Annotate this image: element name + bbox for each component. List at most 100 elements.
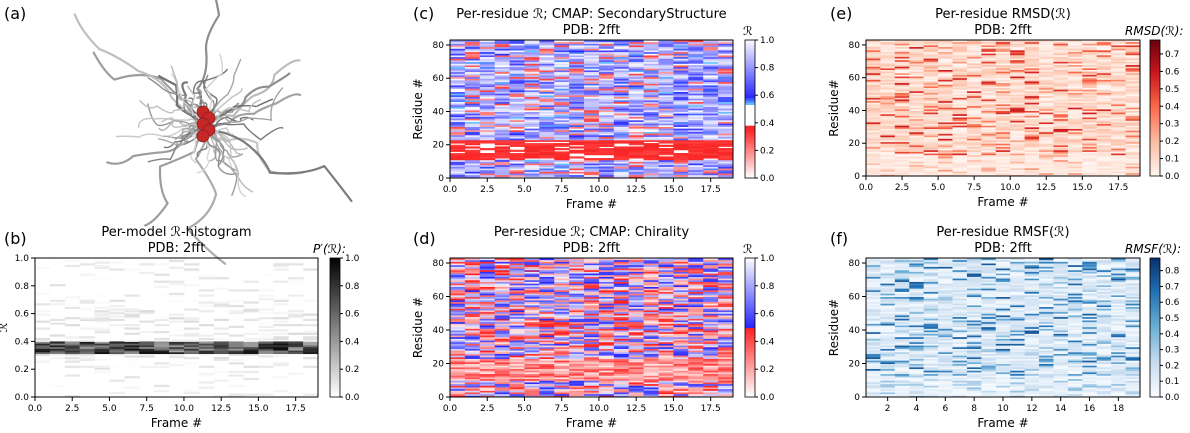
heatmap-cell <box>880 107 896 110</box>
heatmap-cell <box>79 337 96 341</box>
heatmap-cell <box>569 259 585 262</box>
heatmap-cell <box>479 298 496 301</box>
heatmap-cell <box>718 314 734 318</box>
heatmap-cell <box>643 163 660 166</box>
heatmap-cell <box>703 148 719 151</box>
colorbar-segment <box>745 81 755 85</box>
heatmap-cell <box>539 124 555 127</box>
heatmap-cell <box>524 286 540 289</box>
heatmap-cell <box>673 78 689 81</box>
heatmap-cell <box>1039 112 1054 115</box>
heatmap-cell <box>866 141 881 144</box>
colorbar-segment <box>745 92 755 96</box>
heatmap-cell <box>554 293 570 296</box>
heatmap-cell <box>598 174 615 177</box>
heatmap-cell <box>938 166 954 169</box>
heatmap-cell <box>966 159 982 162</box>
heatmap-cell <box>1010 72 1026 75</box>
heatmap-cell <box>479 375 496 378</box>
heatmap-cell <box>981 136 997 139</box>
heatmap-cell <box>569 313 585 316</box>
heatmap-cell <box>524 111 540 114</box>
heatmap-cell <box>866 171 881 174</box>
heatmap-cell <box>554 385 570 388</box>
heatmap-cell <box>213 332 230 335</box>
heatmap-cell <box>1039 102 1054 105</box>
heatmap-cell <box>569 323 585 326</box>
heatmap-cell <box>658 69 674 73</box>
heatmap-cell <box>923 41 939 44</box>
heatmap-cell <box>273 343 289 346</box>
heatmap-cell <box>718 73 734 76</box>
heatmap-cell <box>169 313 185 316</box>
heatmap-cell <box>894 154 910 157</box>
heatmap-cell <box>703 371 719 375</box>
heatmap-cell <box>688 168 704 171</box>
heatmap-cell <box>494 141 511 144</box>
heatmap-cell <box>658 93 674 96</box>
colorbar-segment <box>745 134 755 138</box>
heatmap-cell <box>450 61 466 64</box>
heatmap-cell <box>628 94 645 98</box>
heatmap-cell <box>718 306 734 309</box>
heatmap-cell <box>938 92 954 95</box>
heatmap-cell <box>894 48 910 51</box>
heatmap-cell <box>1039 89 1054 92</box>
heatmap-cell <box>569 138 585 141</box>
heatmap-cell <box>866 51 881 54</box>
heatmap-cell <box>688 395 704 398</box>
heatmap-cell <box>64 348 81 351</box>
heatmap-cell <box>479 153 496 156</box>
heatmap-cell <box>524 99 540 103</box>
heatmap-cell <box>643 111 660 114</box>
heatmap-cell <box>1039 144 1054 148</box>
heatmap-cell <box>464 353 481 356</box>
heatmap-cell <box>598 168 615 171</box>
heatmap-cell <box>169 266 185 269</box>
heatmap-cell <box>673 98 689 101</box>
heatmap-cell <box>154 365 170 368</box>
heatmap-cell <box>658 371 674 375</box>
heatmap-cell <box>923 141 939 144</box>
heatmap-cell <box>673 279 689 282</box>
heatmap-cell <box>658 321 674 324</box>
heatmap-cell <box>923 136 939 139</box>
heatmap-cell <box>966 90 982 93</box>
heatmap-cell <box>673 380 689 383</box>
heatmap-cell <box>952 107 968 110</box>
heatmap-cell <box>584 79 600 83</box>
heatmap-cell <box>995 51 1011 54</box>
heatmap-cell <box>981 131 997 134</box>
heatmap-cell <box>995 103 1011 107</box>
y-tick-label: 80 <box>433 41 445 51</box>
heatmap-cell <box>718 123 734 126</box>
heatmap-cell <box>569 123 585 126</box>
heatmap-cell <box>643 296 660 299</box>
heatmap-cell <box>1024 157 1040 161</box>
heatmap-cell <box>628 350 645 353</box>
heatmap-cell <box>880 92 896 95</box>
heatmap-cell <box>539 340 555 343</box>
heatmap-cell <box>584 316 600 319</box>
heatmap-cell <box>584 113 600 116</box>
heatmap-cell <box>938 108 954 111</box>
heatmap-cell <box>494 149 511 152</box>
heatmap-cell <box>688 279 704 282</box>
heatmap-cell <box>524 71 540 74</box>
heatmap-cell <box>894 120 910 123</box>
heatmap-cell <box>643 378 660 381</box>
heatmap-cell <box>139 355 155 358</box>
heatmap-cell <box>598 328 615 331</box>
heatmap-cell <box>718 343 734 346</box>
colorbar-segment <box>745 171 755 174</box>
heatmap-cell <box>966 161 982 164</box>
heatmap-cell <box>554 388 570 391</box>
heatmap-cell <box>673 341 689 344</box>
heatmap-cell <box>718 156 734 159</box>
heatmap-cell <box>866 162 881 166</box>
heatmap-cell <box>494 281 511 284</box>
heatmap-cell <box>494 48 511 51</box>
heatmap-cell <box>613 283 630 286</box>
heatmap-cell <box>35 285 51 289</box>
